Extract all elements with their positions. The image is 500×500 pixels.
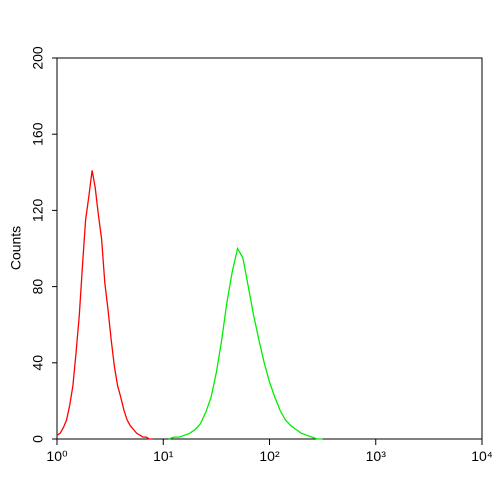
y-tick-label: 160 (30, 122, 46, 146)
y-tick-label: 40 (30, 355, 46, 371)
histogram-line (56, 170, 153, 440)
x-tick-label: 10³ (366, 448, 387, 464)
y-tick-label: 80 (30, 279, 46, 295)
y-tick-label: 200 (30, 46, 46, 70)
y-tick-label: 0 (30, 435, 46, 443)
y-axis-label: Counts (8, 226, 24, 270)
x-tick-label: 10¹ (153, 448, 174, 464)
histogram-line (168, 246, 323, 440)
x-tick-label: 10⁴ (471, 448, 493, 464)
x-tick-label: 10⁰ (46, 448, 68, 464)
y-tick-label: 120 (30, 199, 46, 223)
x-tick-label: 10² (259, 448, 280, 464)
